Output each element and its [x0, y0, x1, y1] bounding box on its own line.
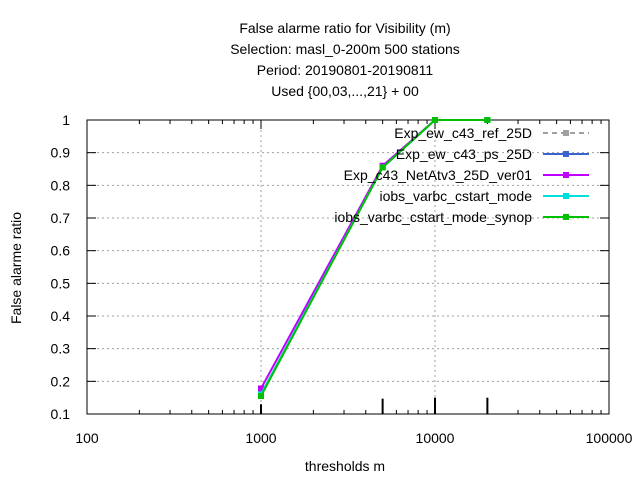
series-lines: [258, 117, 491, 400]
title-line-4: Used {00,03,...,21} + 00: [271, 83, 419, 99]
grid: [87, 120, 609, 414]
y-tick-label-1: 0.2: [51, 373, 71, 389]
series-4-point-0: [258, 393, 264, 400]
series-4-point-2: [432, 117, 438, 123]
legend-label-2: Exp_c43_NetAtv3_25D_ver01: [344, 167, 533, 183]
y-tick-label-3: 0.4: [51, 308, 71, 324]
tick-labels: 0.1 0.2 0.3 0.4 0.5 0.6 0.7 0.8 0.9 1 100 1000 10000…: [51, 112, 633, 446]
y-tick-label-0: 0.1: [51, 406, 71, 422]
legend-swatch-marker-2: [563, 172, 569, 178]
series-2-point-0: [258, 385, 264, 392]
x-tick-label-3: 100000: [586, 430, 633, 446]
x-tick-label-1: 1000: [245, 430, 276, 446]
title-line-2: Selection: masl_0-200m 500 stations: [230, 41, 460, 57]
legend-swatch-marker-3: [563, 193, 569, 199]
legend-label-3: iobs_varbc_cstart_mode: [379, 188, 532, 204]
x-tick-label-2: 10000: [416, 430, 455, 446]
title-line-3: Period: 20190801-20190811: [257, 62, 434, 78]
sample-bars: [260, 397, 489, 414]
axes: [86, 119, 610, 415]
legend-label-1: Exp_ew_c43_ps_25D: [396, 146, 532, 162]
series-4-point-3: [484, 117, 491, 123]
chart-title: False alarme ratio for Visibility (m) Se…: [230, 20, 460, 99]
y-tick-label-5: 0.6: [51, 243, 71, 259]
y-tick-label-6: 0.7: [51, 210, 71, 226]
y-tick-label-7: 0.8: [51, 177, 71, 193]
legend-label-4: iobs_varbc_cstart_mode_synop: [334, 209, 532, 225]
y-tick-label-8: 0.9: [51, 145, 71, 161]
legend-swatch-marker-0: [563, 130, 569, 136]
series-line-4: [260, 119, 488, 397]
y-axis-label: False alarme ratio: [8, 212, 24, 324]
x-tick-label-0: 100: [75, 430, 99, 446]
x-axis-label: thresholds m: [305, 458, 385, 474]
plot-frame: [86, 119, 610, 415]
legend-swatch-marker-1: [563, 151, 569, 157]
y-tick-label-2: 0.3: [51, 341, 71, 357]
legend-swatch-marker-4: [563, 214, 569, 220]
legend-label-0: Exp_ew_c43_ref_25D: [394, 125, 532, 141]
y-tick-label-4: 0.5: [51, 275, 71, 291]
title-line-1: False alarme ratio for Visibility (m): [239, 20, 450, 36]
series-4-point-1: [379, 164, 386, 171]
legend: Exp_ew_c43_ref_25D Exp_ew_c43_ps_25D Exp_c…: [334, 125, 589, 225]
y-tick-label-9: 1: [62, 112, 70, 128]
